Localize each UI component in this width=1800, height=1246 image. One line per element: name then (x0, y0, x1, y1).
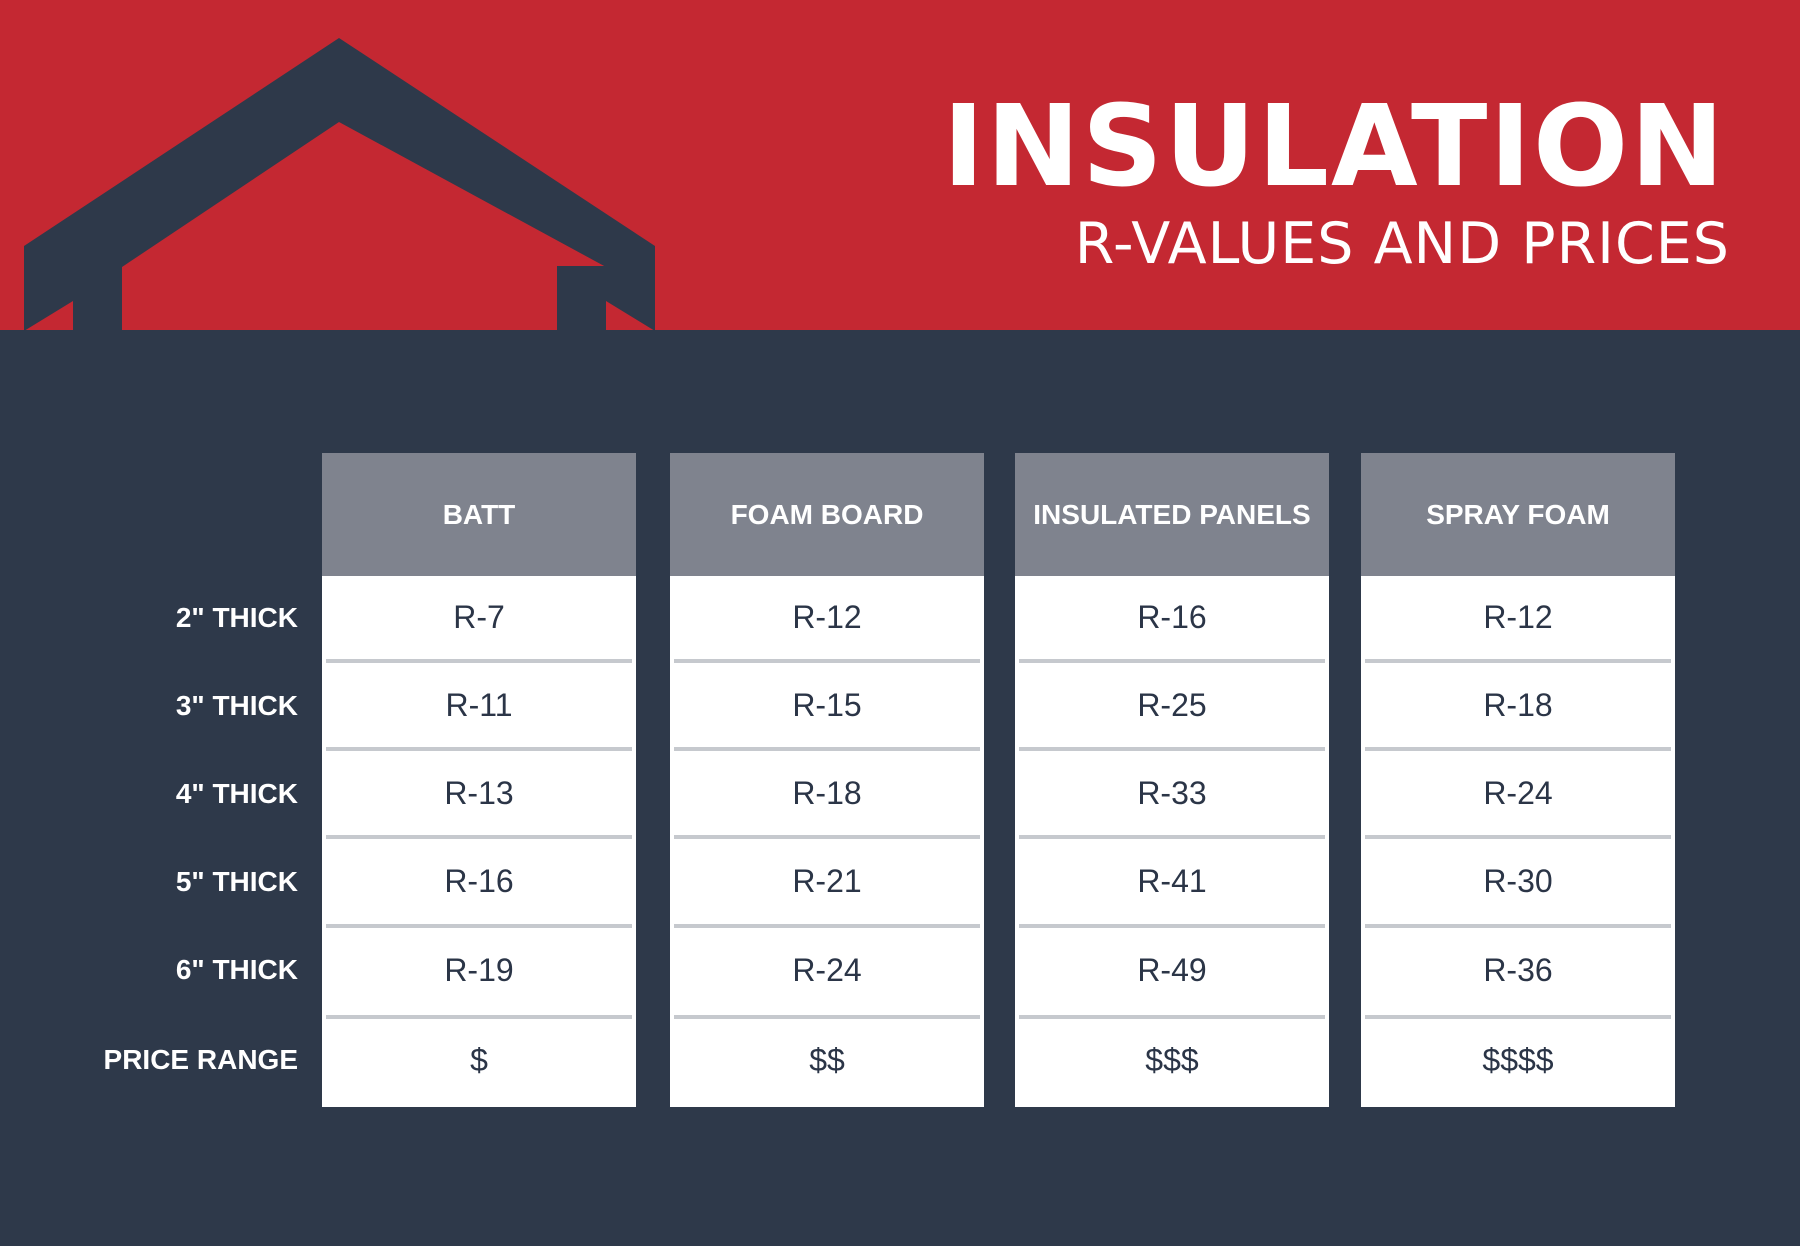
cell-spray-foam-3-thick: R-18 (1483, 687, 1553, 723)
cell-spray-foam-4-thick: R-24 (1483, 775, 1553, 811)
column-spray-foam: SPRAY FOAM R-12 R-18 R-24 R-30 R-36 $$$$ (1361, 453, 1675, 1107)
row-divider (1019, 1015, 1325, 1019)
house-right-pillar (557, 266, 606, 331)
cell-batt-3-thick: R-11 (445, 687, 513, 723)
row-divider (674, 659, 980, 663)
cell-batt-5-thick: R-16 (444, 863, 514, 899)
cell-batt-2-thick: R-7 (453, 599, 505, 635)
row-divider (326, 1015, 632, 1019)
page-subtitle: R-VALUES AND PRICES (1074, 211, 1730, 277)
row-label-5-thick: 5" THICK (175, 866, 298, 897)
row-divider (674, 924, 980, 928)
cell-foam-board-3-thick: R-15 (792, 687, 862, 723)
row-label-2-thick: 2" THICK (175, 602, 298, 633)
row-divider (1365, 659, 1671, 663)
column-header-spray-foam: SPRAY FOAM (1361, 453, 1675, 576)
house-roof-icon (24, 38, 655, 331)
cell-foam-board-4-thick: R-18 (792, 775, 862, 811)
row-divider (326, 924, 632, 928)
row-divider (1365, 835, 1671, 839)
row-divider (674, 1015, 980, 1019)
page-title: INSULATION (942, 82, 1726, 212)
row-label-3-thick: 3" THICK (175, 690, 298, 721)
cell-insulated-panels-4-thick: R-33 (1137, 775, 1207, 811)
cell-foam-board-6-thick: R-24 (792, 952, 862, 988)
cell-insulated-panels-6-thick: R-49 (1137, 952, 1207, 988)
cell-foam-board-price-range: $$ (809, 1042, 845, 1078)
row-label-price-range: PRICE RANGE (103, 1044, 298, 1075)
row-divider (1365, 747, 1671, 751)
cell-batt-price-range: $ (470, 1042, 488, 1078)
cell-batt-4-thick: R-13 (444, 775, 514, 811)
column-foam-board: FOAM BOARD R-12 R-15 R-18 R-21 R-24 $$ (670, 453, 984, 1107)
row-divider (1365, 924, 1671, 928)
row-divider (674, 747, 980, 751)
cell-spray-foam-2-thick: R-12 (1483, 599, 1553, 635)
column-header-batt: BATT (322, 453, 636, 576)
row-divider (326, 659, 632, 663)
row-divider (1365, 1015, 1671, 1019)
column-header-foam-board: FOAM BOARD (670, 453, 984, 576)
cell-insulated-panels-2-thick: R-16 (1137, 599, 1207, 635)
row-divider (1019, 835, 1325, 839)
house-left-pillar (73, 300, 122, 331)
row-divider (1019, 747, 1325, 751)
row-divider (674, 835, 980, 839)
cell-spray-foam-price-range: $$$$ (1482, 1042, 1554, 1078)
row-label-6-thick: 6" THICK (175, 954, 298, 985)
column-insulated-panels: INSULATED PANELS R-16 R-25 R-33 R-41 R-4… (1015, 453, 1329, 1107)
column-header-insulated-panels: INSULATED PANELS (1015, 453, 1329, 576)
column-batt: BATT R-7 R-11 R-13 R-16 R-19 $ (322, 453, 636, 1107)
cell-foam-board-5-thick: R-21 (792, 863, 862, 899)
row-divider (1019, 924, 1325, 928)
row-label-4-thick: 4" THICK (175, 778, 298, 809)
cell-insulated-panels-5-thick: R-41 (1137, 863, 1207, 899)
cell-insulated-panels-price-range: $$$ (1145, 1042, 1199, 1078)
cell-insulated-panels-3-thick: R-25 (1137, 687, 1207, 723)
row-divider (1019, 659, 1325, 663)
row-divider (326, 747, 632, 751)
cell-spray-foam-6-thick: R-36 (1483, 952, 1553, 988)
cell-batt-6-thick: R-19 (444, 952, 514, 988)
cell-foam-board-2-thick: R-12 (792, 599, 862, 635)
header-banner (0, 0, 1800, 330)
cell-spray-foam-5-thick: R-30 (1483, 863, 1553, 899)
row-divider (326, 835, 632, 839)
